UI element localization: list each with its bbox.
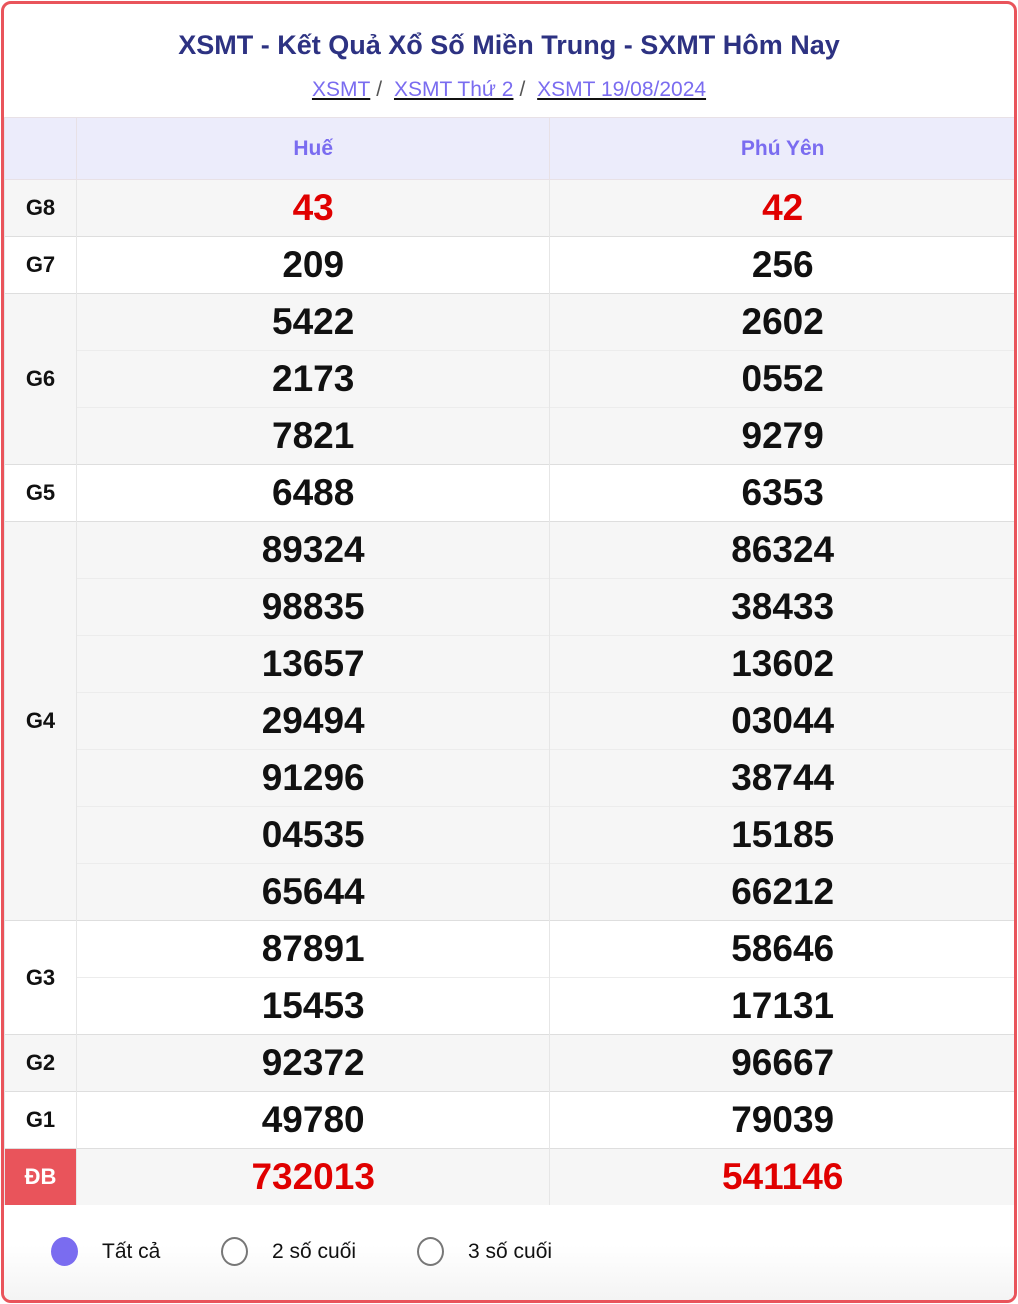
table-row: G7 209 256 <box>4 236 1014 294</box>
breadcrumb-xsmt-thu-2[interactable]: XSMT Thứ 2 <box>393 78 514 101</box>
prize-number-phu-yen: 86324 <box>549 521 1014 579</box>
table-row: 04535 15185 <box>5 806 1014 864</box>
prize-number-phu-yen: 15185 <box>549 806 1014 864</box>
breadcrumb-xsmt[interactable]: XSMT <box>311 78 371 101</box>
prize-number-hue: 5422 <box>75 293 551 351</box>
breadcrumb-xsmt-date[interactable]: XSMT 19/08/2024 <box>537 78 707 101</box>
prize-number-hue: 92372 <box>75 1034 551 1092</box>
prize-number-phu-yen: 13602 <box>549 635 1014 693</box>
prize-number-hue: 7821 <box>75 407 551 465</box>
table-row: 98835 38433 <box>5 578 1014 636</box>
table-row: G2 92372 96667 <box>4 1034 1014 1092</box>
prize-number-phu-yen: 58646 <box>549 920 1014 978</box>
prize-label: G1 <box>4 1091 77 1149</box>
prize-number-hue: 49780 <box>75 1091 551 1149</box>
prize-label: G2 <box>4 1034 77 1092</box>
filter-label: 3 số cuối <box>468 1239 553 1263</box>
prize-number-phu-yen: 42 <box>549 179 1014 237</box>
prize-number-phu-yen: 96667 <box>549 1034 1014 1092</box>
filter-3-digits[interactable]: 3 số cuối <box>417 1237 552 1266</box>
table-row: 91296 38744 <box>5 749 1014 807</box>
prize-number-hue: 87891 <box>75 920 551 978</box>
prize-number-phu-yen: 17131 <box>549 977 1014 1035</box>
prize-number-hue: 6488 <box>75 464 551 522</box>
radio-icon[interactable] <box>417 1237 444 1266</box>
prize-number-hue: 43 <box>75 179 551 237</box>
table-row: 15453 17131 <box>5 977 1014 1035</box>
filter-2-digits[interactable]: 2 số cuối <box>221 1237 356 1266</box>
prize-number-hue: 65644 <box>75 863 551 921</box>
table-row: G3 87891 58646 <box>4 920 1014 1035</box>
prize-label: G7 <box>4 236 77 294</box>
breadcrumb: XSMT / XSMT Thứ 2/ XSMT 19/08/2024 <box>311 78 707 101</box>
table-row: G5 6488 6353 <box>4 464 1014 522</box>
prize-number-hue: 13657 <box>75 635 551 693</box>
prize-label: G3 <box>4 920 77 1035</box>
prize-label: G6 <box>4 293 77 465</box>
table-row: 7821 9279 <box>5 407 1014 465</box>
prize-number-phu-yen: 9279 <box>549 407 1014 465</box>
header-blank <box>4 117 77 180</box>
prize-number-phu-yen: 66212 <box>549 863 1014 921</box>
prize-number-phu-yen: 38433 <box>549 578 1014 636</box>
table-row: G4 89324 86324 <box>4 521 1014 921</box>
prize-number-hue: 98835 <box>75 578 551 636</box>
prize-number-hue: 732013 <box>75 1148 551 1206</box>
table-row: ĐB 732013 541146 <box>4 1148 1014 1206</box>
prize-number-hue: 29494 <box>75 692 551 750</box>
table-row: G1 49780 79039 <box>4 1091 1014 1149</box>
results-table: Huế Phú Yên G8 43 42 G7 209 256 G6 5422 2602 2173… <box>4 117 1014 1206</box>
prize-number-hue: 209 <box>75 236 551 294</box>
prize-number-hue: 2173 <box>75 350 551 408</box>
prize-number-phu-yen: 256 <box>549 236 1014 294</box>
filter-label: 2 số cuối <box>272 1239 357 1263</box>
prize-label: ĐB <box>4 1148 77 1206</box>
filter-bar: Tất cả 2 số cuối 3 số cuối <box>4 1205 1014 1300</box>
radio-icon-selected[interactable] <box>51 1237 78 1266</box>
prize-number-phu-yen: 38744 <box>549 749 1014 807</box>
prize-label: G4 <box>4 521 77 921</box>
prize-number-hue: 15453 <box>75 977 551 1035</box>
prize-label: G5 <box>4 464 77 522</box>
prize-number-hue: 04535 <box>75 806 551 864</box>
table-row: 65644 66212 <box>5 863 1014 921</box>
radio-icon[interactable] <box>221 1237 248 1266</box>
table-row: 13657 13602 <box>5 635 1014 693</box>
prize-number-phu-yen: 79039 <box>549 1091 1014 1149</box>
prize-label: G8 <box>4 179 77 237</box>
column-phu-yen: Phú Yên <box>549 117 1014 180</box>
table-row: 29494 03044 <box>5 692 1014 750</box>
prize-number-hue: 89324 <box>75 521 551 579</box>
table-row: 2173 0552 <box>5 350 1014 408</box>
filter-label: Tất cả <box>102 1239 161 1263</box>
page-title: XSMT - Kết Quả Xổ Số Miền Trung - SXMT H… <box>178 30 840 60</box>
table-row: G8 43 42 <box>4 179 1014 237</box>
table-row: G6 5422 2602 <box>4 293 1014 465</box>
prize-number-phu-yen: 0552 <box>549 350 1014 408</box>
prize-number-phu-yen: 2602 <box>549 293 1014 351</box>
prize-number-phu-yen: 03044 <box>549 692 1014 750</box>
column-hue: Huế <box>75 117 551 180</box>
prize-number-phu-yen: 541146 <box>549 1148 1014 1206</box>
prize-number-hue: 91296 <box>75 749 551 807</box>
filter-all[interactable]: Tất cả <box>51 1237 160 1266</box>
prize-number-phu-yen: 6353 <box>549 464 1014 522</box>
